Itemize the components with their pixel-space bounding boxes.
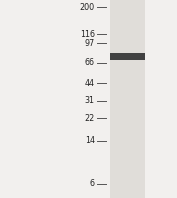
- Text: 200: 200: [80, 3, 95, 11]
- Text: 22: 22: [84, 114, 95, 123]
- Text: 97: 97: [84, 39, 95, 48]
- Text: 44: 44: [85, 79, 95, 88]
- Text: 6: 6: [90, 179, 95, 188]
- Text: 31: 31: [85, 96, 95, 105]
- Bar: [110, 0, 145, 198]
- Text: 14: 14: [85, 136, 95, 145]
- Text: 66: 66: [85, 58, 95, 67]
- Text: 116: 116: [80, 30, 95, 39]
- Bar: [110, 53, 145, 60]
